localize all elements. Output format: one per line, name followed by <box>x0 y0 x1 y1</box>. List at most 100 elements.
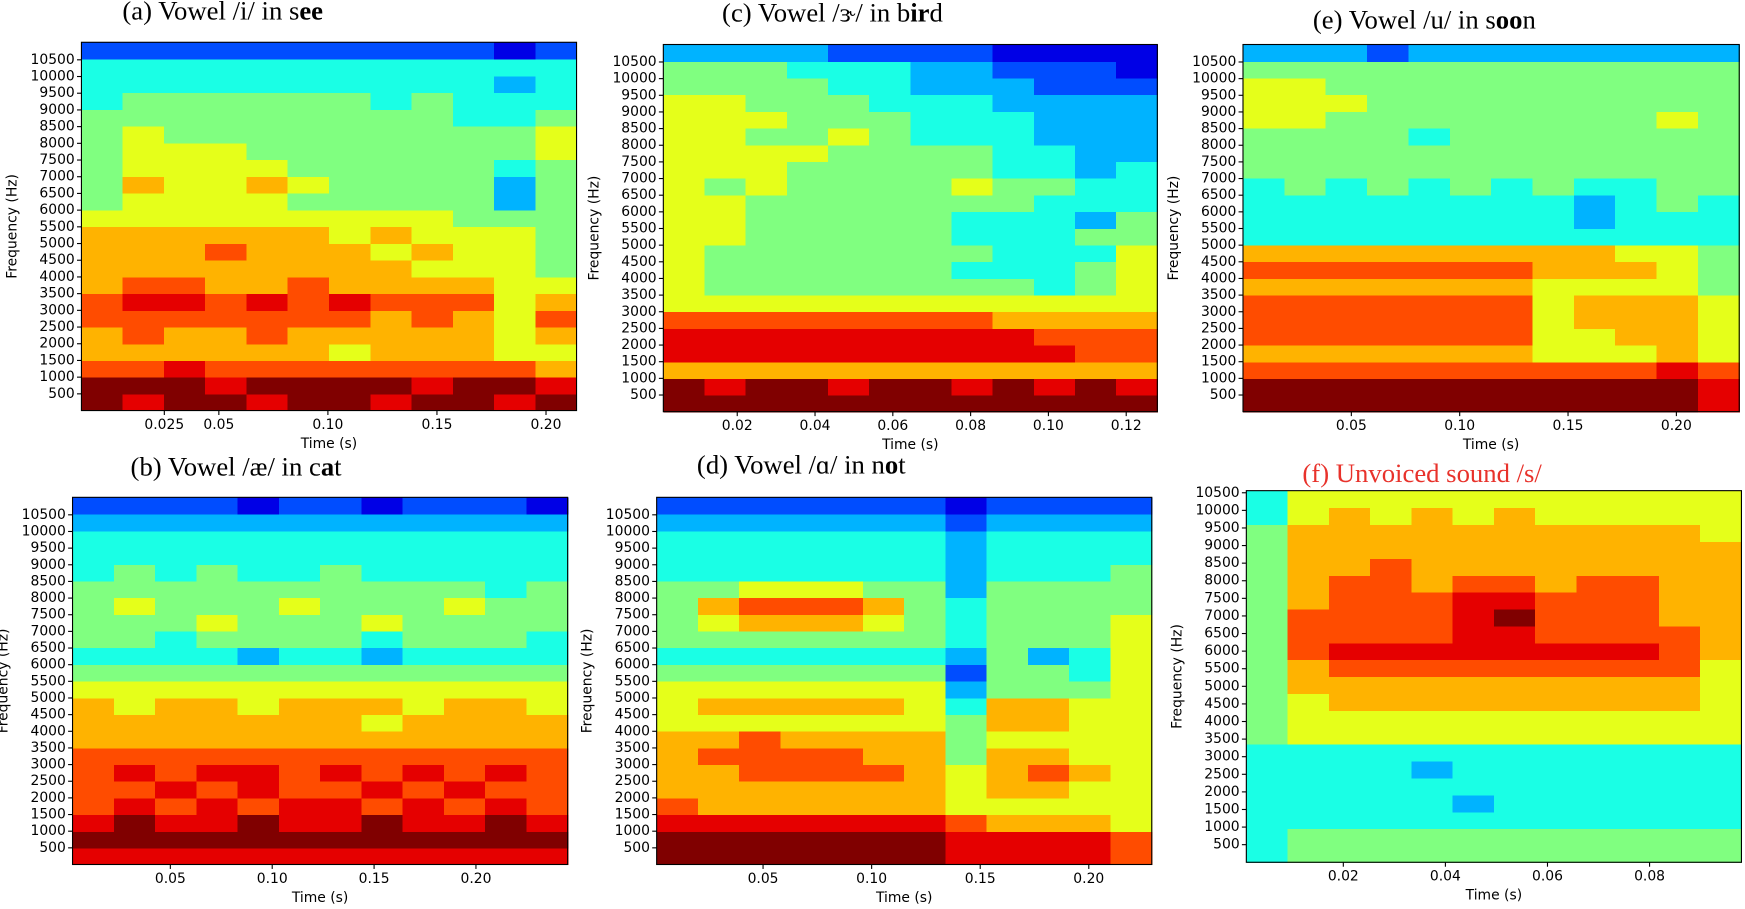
y-tick-label: 2500 <box>1204 766 1239 782</box>
heatmap-cell <box>656 564 699 582</box>
heatmap-cell <box>328 209 371 228</box>
heatmap-cell <box>1449 294 1492 313</box>
heatmap-cell <box>1116 144 1158 162</box>
heatmap-cell <box>1532 211 1575 229</box>
heatmap-cell <box>1452 642 1495 661</box>
heatmap-cell <box>656 831 699 849</box>
heatmap-cell <box>113 764 156 782</box>
heatmap-cell <box>656 530 699 549</box>
heatmap-cell <box>1408 111 1451 129</box>
heatmap-cell <box>122 259 165 278</box>
heatmap-cell <box>1452 744 1495 762</box>
heatmap-cell <box>1449 311 1492 329</box>
heatmap-cell <box>786 244 829 263</box>
y-tick-label: 1000 <box>1201 370 1236 386</box>
heatmap-cell <box>869 211 911 229</box>
heatmap-cell <box>155 647 197 665</box>
heatmap-cell <box>370 259 413 278</box>
heatmap-cell <box>1573 194 1616 213</box>
heatmap-cell <box>862 497 905 515</box>
y-tick-label: 4000 <box>31 723 66 739</box>
heatmap-cell <box>443 530 486 549</box>
heatmap-cell <box>904 530 947 549</box>
heatmap-cell <box>485 814 528 832</box>
heatmap-cell <box>1617 760 1660 779</box>
heatmap-cell <box>1449 61 1492 79</box>
heatmap-cell <box>328 42 371 60</box>
y-tick-label: 2000 <box>1201 337 1236 353</box>
heatmap-cell <box>1576 625 1619 644</box>
heatmap-cell <box>452 243 495 261</box>
heatmap-cell <box>1697 161 1740 179</box>
heatmap-cell <box>1573 111 1616 129</box>
heatmap-cell <box>1617 659 1660 678</box>
heatmap-cell <box>196 730 239 749</box>
heatmap-cell <box>1287 676 1330 695</box>
title-run: (e) Vowel /u/ in s <box>1313 4 1496 34</box>
heatmap-cell <box>361 664 404 682</box>
heatmap-cell <box>402 564 445 582</box>
heatmap-cell <box>485 730 528 749</box>
heatmap-cell <box>1535 828 1578 847</box>
y-tick-label: 10000 <box>22 523 66 539</box>
heatmap-cell <box>656 664 699 682</box>
heatmap-cell <box>827 111 870 129</box>
heatmap-cell <box>951 144 994 162</box>
heatmap-cell <box>1535 608 1578 627</box>
heatmap-cell <box>370 142 413 161</box>
heatmap-cell <box>1697 194 1740 213</box>
y-tick-label: 8500 <box>31 573 66 589</box>
heatmap-cell <box>869 77 911 96</box>
heatmap-cell <box>443 664 486 682</box>
heatmap-cell <box>869 278 911 296</box>
y-tick-label: 5500 <box>621 221 656 237</box>
heatmap-cell <box>1027 514 1070 532</box>
heatmap-cell <box>494 192 536 211</box>
heatmap-cell <box>1697 294 1740 313</box>
heatmap-cell <box>81 92 124 110</box>
y-tick-label: 10000 <box>612 71 656 87</box>
heatmap-cell <box>452 393 495 412</box>
heatmap-cell <box>869 328 911 346</box>
heatmap-cell <box>443 764 486 782</box>
heatmap-cell <box>205 343 248 362</box>
heatmap-cell <box>821 564 864 582</box>
heatmap-cell <box>1656 294 1699 313</box>
heatmap-cell <box>821 580 864 599</box>
heatmap-cell <box>1069 747 1112 766</box>
y-tick-label: 10000 <box>606 523 650 539</box>
heatmap-cell <box>278 664 321 682</box>
heatmap-cell <box>411 109 454 127</box>
heatmap-cell <box>1027 781 1070 799</box>
heatmap-cell <box>278 847 321 866</box>
heatmap-cell <box>155 730 197 749</box>
heatmap-cell <box>485 764 528 782</box>
heatmap-cell <box>1033 127 1076 146</box>
heatmap-cell <box>535 293 578 311</box>
heatmap-cell <box>1370 811 1413 830</box>
heatmap-cell <box>1493 558 1536 576</box>
heatmap-cell <box>1033 361 1076 379</box>
heatmap-cell <box>945 680 988 699</box>
heatmap-cell <box>745 61 788 79</box>
title-run: (b) Vowel /æ/ in c <box>131 452 321 482</box>
heatmap-cell <box>1576 777 1619 796</box>
heatmap-cell <box>411 276 454 295</box>
heatmap-cell <box>1700 693 1743 711</box>
heatmap-cell <box>663 194 706 213</box>
heatmap-cell <box>986 680 1029 699</box>
heatmap-cell <box>986 530 1029 549</box>
heatmap-cell <box>278 680 321 699</box>
y-tick-label: 6500 <box>39 185 74 201</box>
heatmap-cell <box>328 393 371 412</box>
heatmap-cell <box>411 176 454 194</box>
heatmap-cell <box>1367 111 1410 129</box>
heatmap-cell <box>786 144 829 162</box>
heatmap-cell <box>81 243 124 261</box>
heatmap-cell <box>1033 178 1076 196</box>
y-tick-label: 3000 <box>31 757 66 773</box>
heatmap-cell <box>1658 575 1701 593</box>
heatmap-cell <box>1411 608 1454 627</box>
y-tick-label: 6000 <box>621 204 656 220</box>
heatmap-cell <box>113 747 156 766</box>
